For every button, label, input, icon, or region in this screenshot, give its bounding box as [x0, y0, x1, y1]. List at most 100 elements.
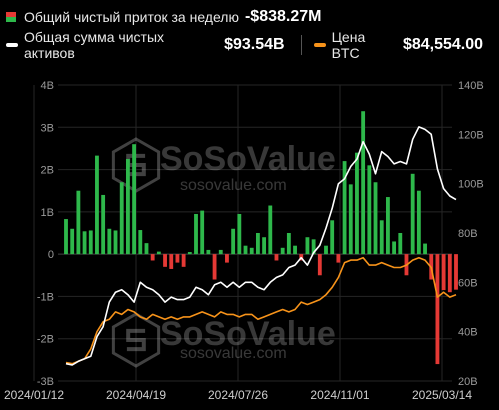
inflow-bar[interactable] — [379, 220, 384, 255]
legend-lines: Общая сумма чистых активов $93.54B Цена … — [6, 29, 499, 61]
inflow-bar[interactable] — [392, 241, 397, 255]
inflow-bar[interactable] — [125, 159, 130, 255]
left-axis-tick: 4B — [41, 80, 54, 92]
inflow-bar[interactable] — [367, 165, 372, 255]
inflow-bar[interactable] — [293, 245, 297, 255]
outflow-bar[interactable] — [454, 254, 458, 290]
inflow-bar[interactable] — [107, 228, 112, 255]
inflow-bar[interactable] — [156, 251, 161, 255]
watermark-url: sosovalue.com — [180, 345, 287, 362]
inflow-bar[interactable] — [324, 245, 328, 255]
btc-price-label: Цена BTC — [331, 29, 366, 61]
total-assets-line-icon — [6, 43, 18, 47]
watermark: SoSoValuesosovalue.comSoSoValuesosovalue… — [111, 137, 336, 368]
inflow-bar[interactable] — [373, 182, 378, 255]
inflow-outflow-square-icon — [6, 12, 16, 22]
inflow-bar[interactable] — [330, 220, 335, 255]
inflow-bar[interactable] — [286, 233, 291, 255]
inflow-bar[interactable] — [218, 249, 223, 255]
inflow-bar[interactable] — [82, 231, 87, 255]
inflow-bar[interactable] — [132, 144, 137, 255]
btc-price-line-icon — [313, 43, 326, 47]
right-axis-tick: 100B — [458, 179, 484, 191]
left-axis-tick: 1B — [41, 207, 54, 219]
inflow-bar[interactable] — [237, 213, 242, 255]
weekly-inflow-label: Общий чистый приток за неделю — [24, 9, 239, 25]
axis-labels: 4B 3B 2B 1B 0 -1B -2B -3B 140B 120B 100B 80B 60B 40B 2… — [4, 80, 484, 402]
outflow-bar[interactable] — [212, 254, 217, 280]
outflow-bar[interactable] — [274, 254, 279, 261]
left-axis-tick: -1B — [37, 291, 54, 303]
inflow-bar[interactable] — [95, 155, 99, 255]
outflow-bar[interactable] — [150, 254, 155, 261]
total-assets-value: $93.54B — [224, 36, 285, 53]
left-axis-tick: 3B — [41, 122, 54, 134]
inflow-bar[interactable] — [243, 245, 248, 255]
outflow-bar[interactable] — [441, 254, 446, 291]
inflow-bar[interactable] — [311, 239, 316, 255]
inflow-bar[interactable] — [119, 182, 124, 255]
x-axis-tick: 2024/01/12 — [4, 388, 64, 402]
inflow-bar[interactable] — [76, 190, 81, 255]
inflow-bar[interactable] — [255, 233, 260, 255]
inflow-bar[interactable] — [280, 247, 285, 255]
outflow-bar[interactable] — [336, 254, 341, 263]
x-axis-tick: 2024/11/01 — [310, 388, 369, 402]
inflow-bar[interactable] — [348, 184, 353, 255]
left-axis-tick: -2B — [37, 334, 54, 346]
inflow-bar[interactable] — [187, 252, 192, 255]
inflow-bar[interactable] — [423, 243, 427, 255]
inflow-bar[interactable] — [355, 152, 359, 255]
inflow-bar[interactable] — [385, 197, 390, 255]
inflow-bar[interactable] — [305, 237, 310, 255]
btc-price-value: $84,554.00 — [402, 36, 484, 53]
outflow-bar[interactable] — [175, 254, 180, 263]
outflow-bar[interactable] — [317, 254, 322, 276]
btc-price-line[interactable] — [65, 256, 457, 365]
inflow-bar[interactable] — [268, 205, 273, 255]
outflow-bar[interactable] — [181, 254, 186, 267]
legend-weekly-inflow: Общий чистый приток за неделю -$838.27M — [6, 6, 337, 28]
grid — [33, 84, 452, 382]
inflow-bar[interactable] — [342, 161, 347, 255]
outflow-bar[interactable] — [225, 254, 229, 263]
total-assets-label: Общая сумма чистых активов — [23, 29, 165, 61]
inflow-bar[interactable] — [88, 230, 93, 255]
right-axis-tick: 120B — [458, 129, 484, 141]
inflow-bar[interactable] — [410, 173, 415, 255]
inflow-bar[interactable] — [361, 111, 366, 255]
inflow-bar[interactable] — [249, 247, 254, 255]
legend-separator — [300, 35, 302, 55]
left-axis-tick: -3B — [37, 376, 54, 388]
inflow-bar[interactable] — [416, 190, 421, 255]
line-series[interactable] — [65, 126, 457, 366]
right-axis-tick: 80B — [458, 228, 478, 240]
sosovalue-logo-icon — [111, 312, 161, 368]
inflow-bar[interactable] — [113, 230, 118, 255]
inflow-bar[interactable] — [194, 213, 198, 255]
watermark-brand: SoSoValue — [160, 140, 336, 178]
left-axis-tick: 0 — [48, 249, 54, 261]
inflow-bar[interactable] — [64, 219, 68, 255]
outflow-bar[interactable] — [435, 254, 440, 365]
inflow-bar[interactable] — [262, 237, 267, 255]
outflow-bar[interactable] — [169, 254, 174, 269]
inflow-bar[interactable] — [206, 249, 211, 255]
inflow-bar[interactable] — [200, 210, 205, 255]
outflow-bar[interactable] — [163, 254, 167, 267]
inflow-bar[interactable] — [138, 230, 143, 255]
inflow-bar[interactable] — [231, 228, 236, 255]
inflow-bar[interactable] — [144, 243, 149, 255]
weekly-inflow-bars[interactable] — [64, 111, 458, 365]
weekly-inflow-value: -$838.27M — [244, 8, 322, 25]
outflow-bar[interactable] — [447, 254, 452, 293]
x-axis-tick: 2025/03/14 — [412, 388, 472, 402]
inflow-bar[interactable] — [398, 233, 403, 255]
right-axis-tick: 20B — [458, 376, 478, 388]
inflow-bar[interactable] — [101, 194, 106, 255]
inflow-bar[interactable] — [70, 228, 75, 255]
right-axis-tick: 40B — [458, 327, 478, 339]
total-assets-line[interactable] — [65, 126, 457, 366]
watermark-url: sosovalue.com — [180, 177, 287, 194]
watermark-brand: SoSoValue — [160, 315, 336, 353]
